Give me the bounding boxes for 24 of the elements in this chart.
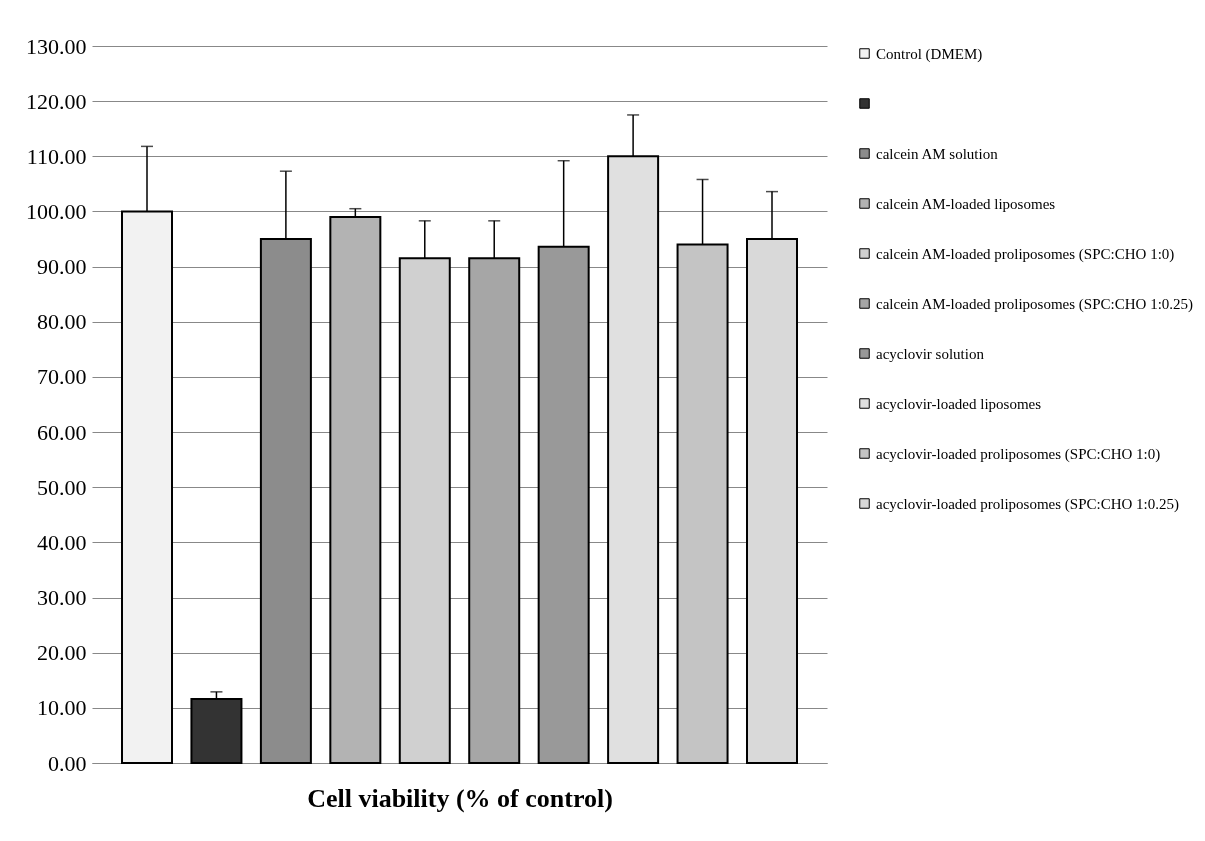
legend-label: calcein AM-loaded proliposomes (SPC:CHO 1:0.25) <box>876 295 1194 313</box>
y-tick-label: 90.00 <box>37 254 87 280</box>
legend-label: acyclovir-loaded proliposomes (SPC:CHO 1:0) <box>876 445 1161 463</box>
y-tick-label: 70.00 <box>37 364 87 390</box>
y-tick-label: 120.00 <box>26 88 87 114</box>
legend-label: Control (DMEM) <box>876 45 983 63</box>
y-tick-label: 10.00 <box>37 695 87 721</box>
y-tick-label: 0.00 <box>48 750 87 776</box>
legend-label: calcein AM-loaded liposomes <box>876 195 1056 212</box>
y-tick-label: 100.00 <box>26 198 87 224</box>
y-tick-label: 30.00 <box>37 585 87 611</box>
legend-label: acyclovir solution <box>876 345 985 362</box>
legend-label: acyclovir-loaded liposomes <box>876 395 1042 412</box>
y-tick-label: 40.00 <box>37 529 87 555</box>
y-tick-label: 80.00 <box>37 309 87 335</box>
y-tick-label: 130.00 <box>26 33 87 59</box>
legend-label: calcein AM solution <box>876 145 999 162</box>
y-tick-label: 50.00 <box>37 474 87 500</box>
y-tick-label: 20.00 <box>37 640 87 666</box>
legend-label: calcein AM-loaded proliposomes (SPC:CHO 1:0) <box>876 245 1175 263</box>
y-tick-label: 60.00 <box>37 419 87 445</box>
x-axis-title: Cell viability (% of control) <box>307 783 613 813</box>
y-tick-label: 110.00 <box>26 143 87 169</box>
legend-label: acyclovir-loaded proliposomes (SPC:CHO 1:0.25) <box>876 495 1179 513</box>
